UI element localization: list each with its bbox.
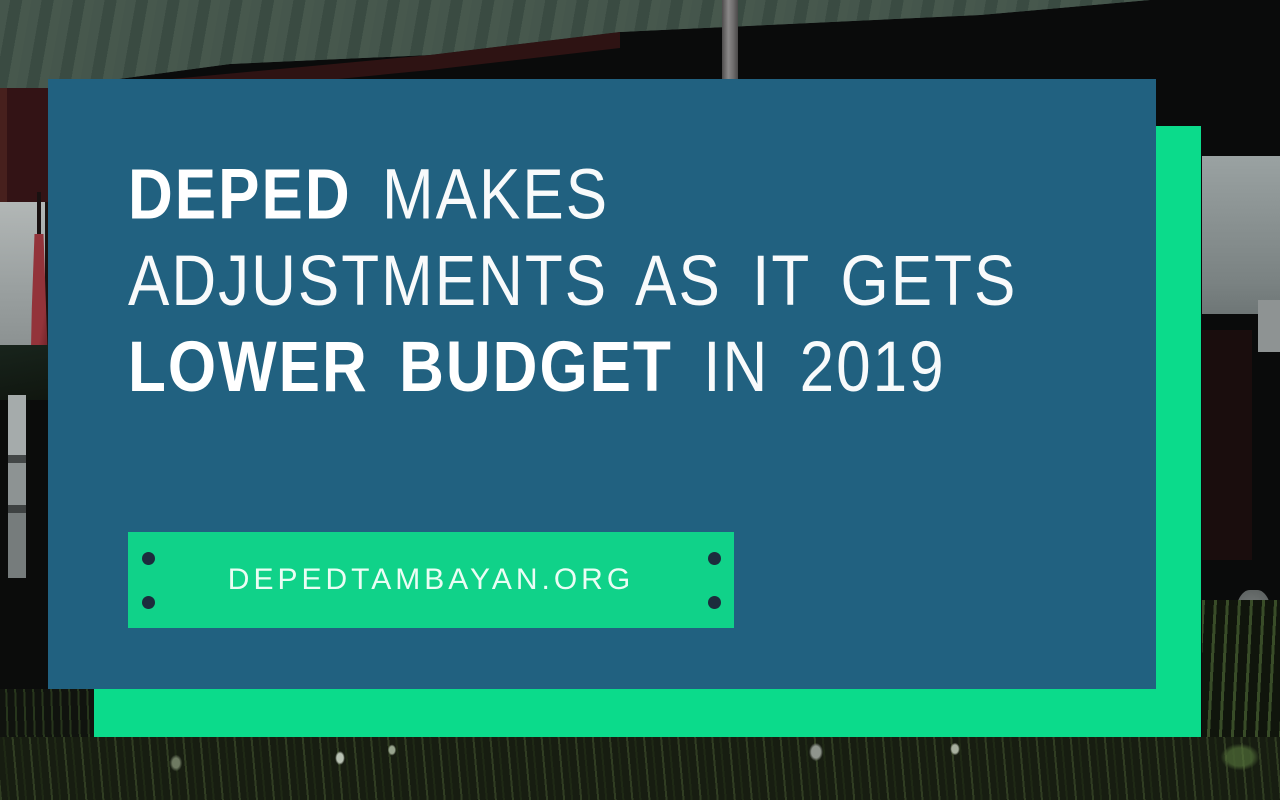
headline-line-1: DEPED MAKES: [128, 152, 1118, 238]
headline-line1-rest: MAKES: [351, 155, 610, 235]
title-panel: DEPED MAKES ADJUSTMENTS AS IT GETS LOWER…: [48, 79, 1156, 689]
photo-right-pillar: [1258, 300, 1280, 352]
photo-awning: [0, 345, 48, 400]
headline-line-2: ADJUSTMENTS AS IT GETS: [128, 238, 1118, 324]
photo-flag-cord: [37, 192, 41, 242]
photo-pillar: [8, 395, 26, 578]
site-badge: DEPEDTAMBAYAN.ORG: [128, 532, 734, 628]
photo-dark-doorway: [1202, 330, 1252, 560]
photo-flagpole-top: [722, 0, 738, 80]
photo-gray-signboard: [1202, 156, 1280, 314]
photo-wall-shadow: [45, 202, 48, 345]
photo-red-wall: [0, 88, 48, 204]
headline: DEPED MAKES ADJUSTMENTS AS IT GETS LOWER…: [128, 152, 1118, 411]
badge-dot-bottom-right: [708, 596, 721, 609]
headline-line3-rest: IN 2019: [672, 327, 946, 408]
badge-dot-top-left: [142, 552, 155, 565]
badge-dot-bottom-left: [142, 596, 155, 609]
badge-dot-top-right: [708, 552, 721, 565]
headline-line1-emphasis: DEPED: [128, 155, 352, 235]
site-badge-label: DEPEDTAMBAYAN.ORG: [227, 563, 635, 596]
headline-line3-emphasis: LOWER BUDGET: [128, 327, 673, 408]
headline-line2-text: ADJUSTMENTS AS IT GETS: [128, 241, 1018, 322]
photo-grass-flowers: [0, 737, 1280, 800]
headline-line-3: LOWER BUDGET IN 2019: [128, 325, 1118, 411]
